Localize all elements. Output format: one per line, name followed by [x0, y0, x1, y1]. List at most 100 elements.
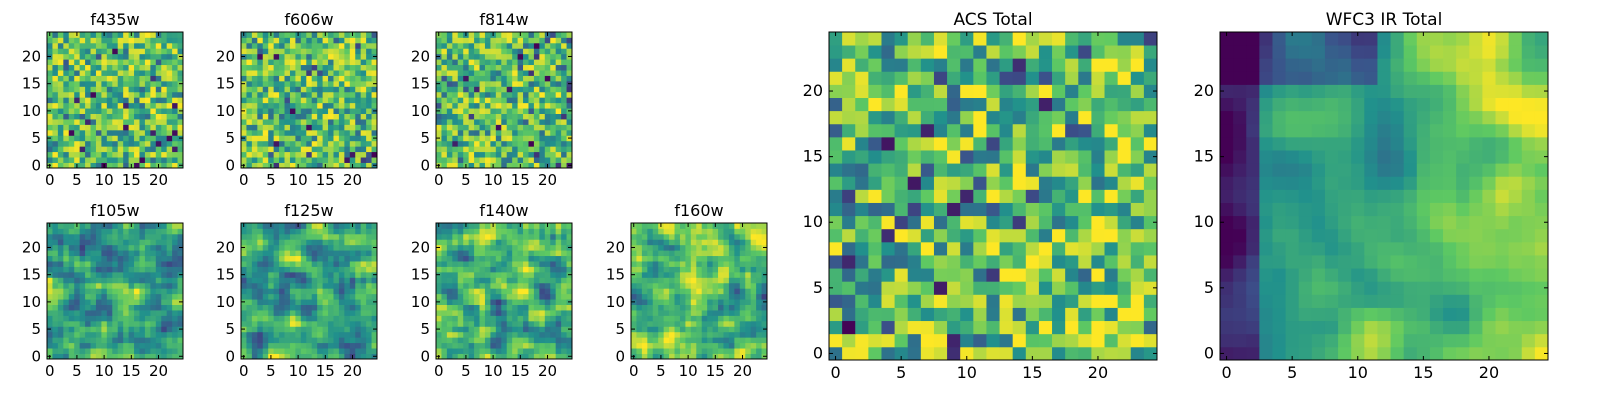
heatmap-cell [268, 124, 275, 131]
heatmap-cell [512, 75, 518, 82]
heatmap-cell [484, 293, 491, 300]
heatmap-cell [371, 75, 378, 82]
heatmap-cell [79, 151, 86, 158]
heatmap-cell [701, 233, 708, 240]
heatmap-cell [674, 353, 681, 360]
heatmap-cell [745, 223, 752, 229]
heatmap-cell [366, 59, 372, 66]
acs-total-cells [829, 32, 1158, 361]
heatmap-cell [328, 233, 334, 240]
heatmap-cell [506, 331, 513, 338]
heatmap-cell [495, 320, 502, 327]
heatmap-cell [360, 326, 367, 333]
heatmap-cell [512, 162, 518, 169]
heatmap-cell [539, 151, 546, 158]
heatmap-cell [1038, 320, 1053, 335]
heatmap-cell [268, 261, 275, 267]
heatmap-cell [344, 288, 351, 295]
heatmap-cell [663, 310, 670, 316]
heatmap-cell [95, 261, 102, 267]
heatmap-cell [328, 348, 334, 354]
heatmap-cell [246, 326, 253, 333]
heatmap-cell [868, 163, 882, 177]
heatmap-cell [920, 333, 935, 348]
heatmap-cell [144, 266, 151, 273]
heatmap-cell [474, 129, 480, 136]
heatmap-cell [457, 129, 464, 136]
heatmap-cell [457, 86, 464, 93]
heatmap-cell [262, 331, 269, 338]
heatmap-cell [490, 266, 497, 273]
heatmap-cell [701, 261, 708, 267]
heatmap-cell [495, 146, 502, 153]
x-tick-label: 10 [95, 362, 114, 380]
heatmap-cell [306, 266, 313, 273]
heatmap-cell [561, 162, 567, 169]
heatmap-cell [533, 255, 540, 262]
heatmap-cell [734, 282, 741, 289]
heatmap-cell [300, 244, 307, 251]
heatmap-cell [501, 277, 508, 284]
heatmap-cell [474, 271, 480, 278]
heatmap-cell [257, 108, 264, 114]
heatmap-cell [674, 261, 681, 267]
heatmap-cell [295, 64, 302, 71]
heatmap-cell [251, 271, 258, 278]
heatmap-cell [172, 119, 178, 125]
heatmap-cell [490, 146, 497, 153]
heatmap-cell [74, 250, 81, 257]
heatmap-cell [101, 310, 108, 316]
heatmap-cell [745, 228, 752, 235]
heatmap-cell [63, 64, 70, 71]
heatmap-cell [251, 331, 258, 338]
heatmap-cell [68, 91, 75, 98]
heatmap-cell [295, 310, 302, 316]
heatmap-cell [479, 223, 486, 229]
heatmap-cell [366, 146, 372, 153]
heatmap-cell [101, 91, 108, 98]
heatmap-cell [155, 146, 162, 153]
heatmap-cell [161, 129, 168, 136]
heatmap-cell [490, 342, 497, 349]
heatmap-cell [528, 140, 535, 147]
heatmap-cell [47, 320, 53, 327]
x-tick-label: 15 [122, 171, 141, 189]
heatmap-cell [679, 223, 686, 229]
heatmap-cell [479, 135, 486, 142]
heatmap-cell [512, 288, 518, 295]
heatmap-cell [947, 333, 961, 348]
heatmap-cell [636, 255, 643, 262]
heatmap-cell [279, 271, 285, 278]
heatmap-cell [161, 337, 168, 344]
heatmap-cell [279, 299, 285, 305]
heatmap-cell [441, 320, 448, 327]
heatmap-cell [658, 348, 665, 354]
heatmap-cell [544, 261, 551, 267]
y-tick-label: 0 [225, 156, 235, 174]
heatmap-cell [555, 288, 562, 295]
heatmap-cell [495, 223, 502, 229]
heatmap-cell [284, 59, 291, 66]
heatmap-cell [57, 310, 64, 316]
heatmap-cell [436, 261, 442, 267]
heatmap-cell [52, 277, 59, 284]
heatmap-cell [474, 310, 480, 316]
heatmap-cell [79, 108, 86, 114]
heatmap-cell [322, 304, 329, 311]
heatmap-cell [550, 113, 557, 120]
heatmap-cell [685, 255, 692, 262]
heatmap-cell [463, 310, 470, 316]
heatmap-cell [701, 331, 708, 338]
heatmap-cell [134, 320, 140, 327]
heatmap-cell [561, 70, 567, 76]
heatmap-cell [641, 223, 648, 229]
x-tick-label: 15 [511, 362, 530, 380]
heatmap-cell [79, 233, 86, 240]
heatmap-cell [457, 146, 464, 153]
heatmap-cell [355, 331, 362, 338]
heatmap-cell [134, 32, 140, 38]
heatmap-cell [257, 288, 264, 295]
heatmap-cell [550, 304, 557, 311]
heatmap-cell [150, 223, 157, 229]
heatmap-cell [289, 223, 296, 229]
